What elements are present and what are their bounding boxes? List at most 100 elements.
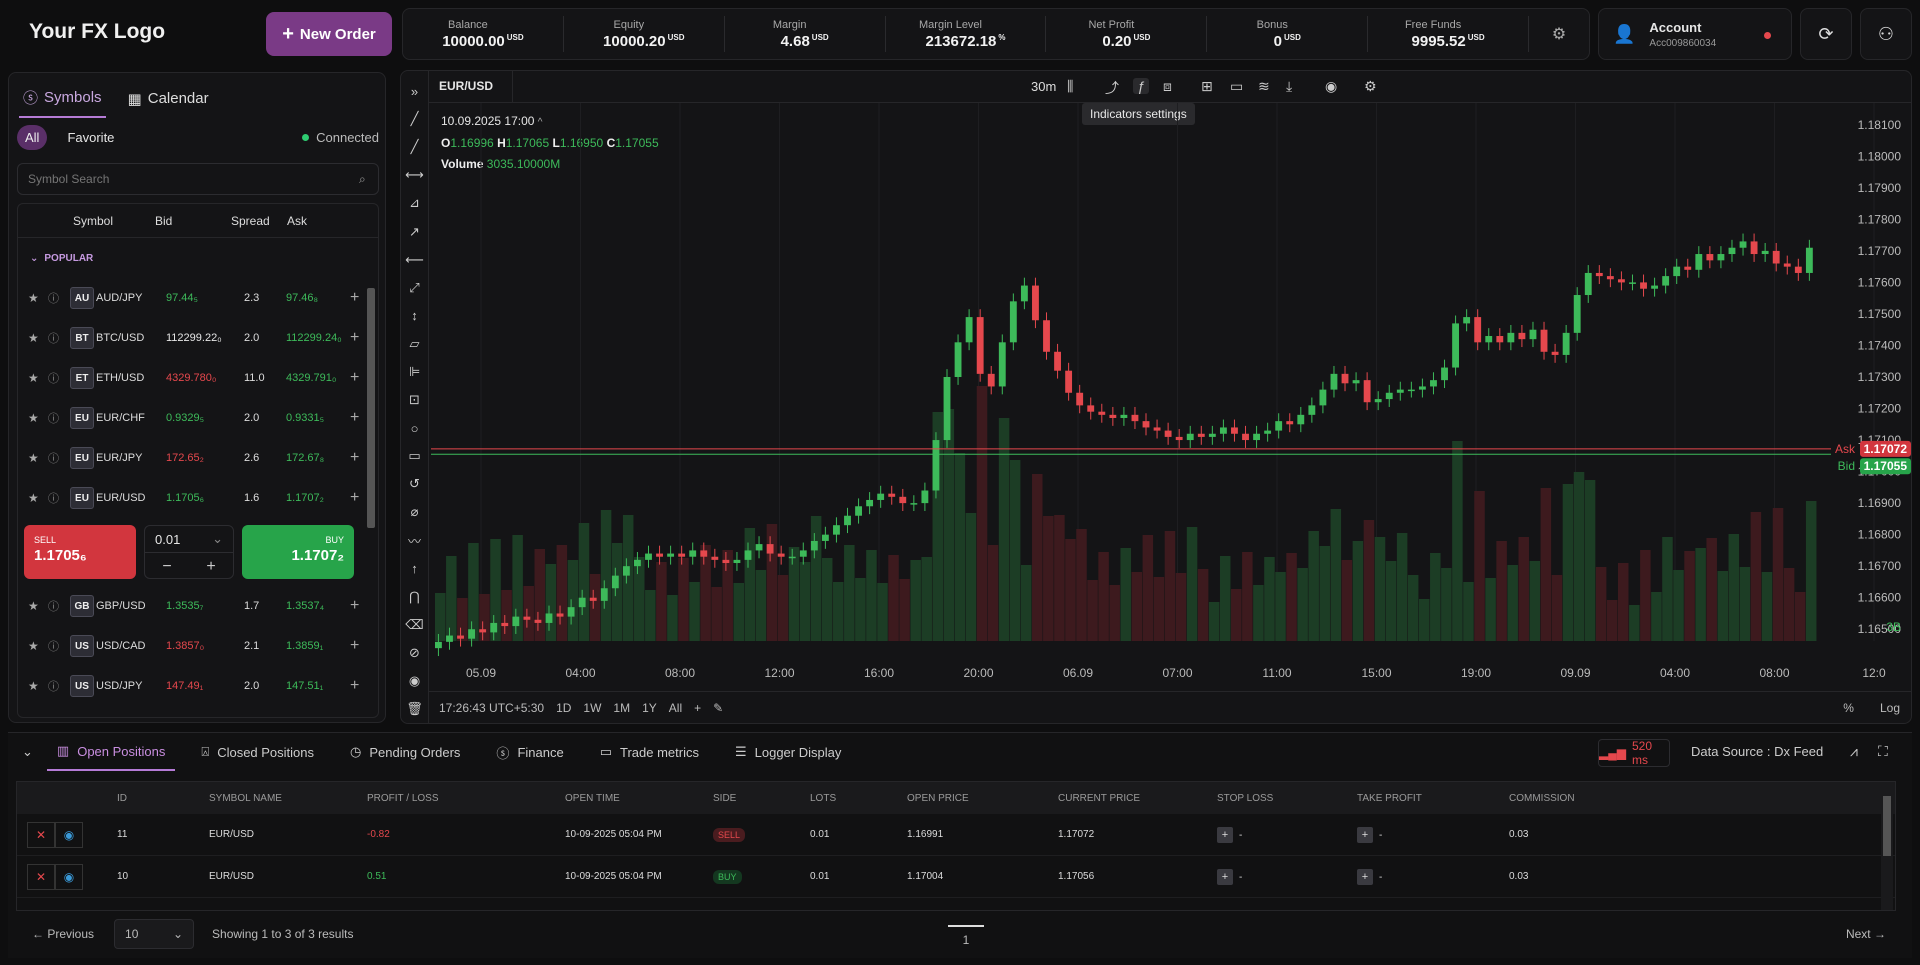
star-icon[interactable]: ★ (28, 491, 39, 505)
star-icon[interactable]: ★ (28, 331, 39, 345)
add-take-profit-icon[interactable]: + (1357, 826, 1373, 843)
info-icon[interactable]: ⓘ (48, 413, 59, 425)
add-stop-loss-icon[interactable]: + (1217, 826, 1233, 843)
add-stop-loss-icon[interactable]: + (1217, 868, 1233, 885)
filter-all[interactable]: All (17, 125, 48, 150)
previous-button[interactable]: ← Previous (32, 927, 95, 941)
ellipse-icon[interactable]: ○ (410, 420, 419, 436)
add-icon[interactable]: + (350, 677, 360, 694)
extended-line-icon[interactable]: ⤢ (409, 279, 420, 295)
chart-settings-icon[interactable]: ⚙ (1364, 78, 1377, 94)
info-icon[interactable]: ⓘ (48, 373, 59, 385)
symbol-row[interactable]: ★ ⓘ ET ETH/USD 4329.780₀ 11.0 4329.791₀ … (18, 358, 378, 398)
symbol-row[interactable]: ★ ⓘ GB GBP/USD 1.3535₇ 1.7 1.3537₄ + (18, 586, 378, 626)
range-all[interactable]: All (668, 700, 683, 715)
vertical-line-icon[interactable]: ↕ (411, 308, 418, 324)
tab-calendar[interactable]: ▦ Calendar (127, 90, 209, 108)
timeframe-selector[interactable]: 30m (1031, 79, 1057, 94)
refresh-button[interactable]: ⟳ (1800, 8, 1852, 60)
tab-closed-positions[interactable]: ⍓ Closed Positions (201, 744, 315, 760)
layers-icon[interactable]: ≋ (1258, 78, 1270, 94)
expand-tools-icon[interactable]: » (410, 83, 419, 99)
buy-button[interactable]: BUY 1.1707₂ (242, 525, 354, 579)
info-icon[interactable]: ⓘ (48, 293, 59, 305)
info-icon[interactable]: ⓘ (48, 493, 59, 505)
eye-icon[interactable]: ◉ (408, 673, 421, 689)
info-icon[interactable]: ⓘ (48, 601, 59, 613)
symbol-row[interactable]: ★ ⓘ EU EUR/CHF 0.9329₅ 2.0 0.9331₅ + (18, 398, 378, 438)
folder-icon[interactable]: ▭ (1230, 78, 1244, 94)
view-position-button[interactable]: ◉ (55, 863, 83, 890)
percent-toggle[interactable]: % (1843, 700, 1854, 715)
path-icon[interactable]: 〰 (407, 534, 421, 550)
info-icon[interactable]: ⓘ (48, 453, 59, 465)
add-icon[interactable]: + (350, 597, 360, 614)
symbol-row[interactable]: ★ ⓘ US USD/CAD 1.3857₀ 2.1 1.3859₁ + (18, 626, 378, 666)
arrow-icon[interactable]: ↗ (409, 223, 420, 239)
magnet-icon[interactable]: ⋂ (409, 588, 420, 604)
add-icon[interactable]: + (350, 369, 360, 386)
chart-toggle-icon[interactable]: ⩘ (1850, 743, 1858, 759)
symbol-row[interactable]: ★ ⓘ EU EUR/USD 1.1705₆ 1.6 1.1707₂ + (18, 478, 378, 518)
symbol-row[interactable]: ★ ⓘ BT BTC/USD 112299.22₀ 2.0 112299.24₀… (18, 318, 378, 358)
trash-icon[interactable]: 🗑 (406, 701, 423, 717)
tab-open-positions[interactable]: ▥ Open Positions (46, 733, 176, 771)
take-profit-cell[interactable]: + - (1357, 826, 1382, 843)
user-settings-button[interactable]: ⚇ (1860, 8, 1912, 60)
tab-trade-metrics[interactable]: ▭ Trade metrics (599, 744, 699, 760)
trendline-icon[interactable]: ╱ (410, 111, 419, 127)
add-icon[interactable]: + (350, 637, 360, 654)
symbol-search-input[interactable] (17, 163, 379, 195)
channel-icon[interactable]: ⊿ (409, 195, 420, 211)
take-profit-cell[interactable]: + - (1357, 868, 1382, 885)
ray-icon[interactable]: ╱ (410, 139, 419, 155)
symbols-scrollbar[interactable] (365, 278, 377, 717)
range-1d[interactable]: 1D (556, 700, 572, 715)
add-range-icon[interactable]: + (694, 700, 702, 715)
lot-minus-button[interactable]: − (162, 557, 172, 575)
next-button[interactable]: Next → (1845, 927, 1886, 941)
compare-icon[interactable]: ⤴ (1105, 80, 1119, 96)
add-icon[interactable]: + (350, 289, 360, 306)
layout-icon[interactable]: ⊞ (1201, 78, 1213, 94)
link-icon[interactable]: ⊘ (409, 644, 420, 660)
collapse-chevron-icon[interactable]: ⌄ (22, 744, 33, 759)
arc-icon[interactable]: ↺ (409, 476, 420, 492)
expand-icon[interactable]: ⛶ (1878, 743, 1888, 759)
info-icon[interactable]: ⓘ (48, 681, 59, 693)
star-icon[interactable]: ★ (28, 291, 39, 305)
sell-button[interactable]: SELL 1.1705₆ (24, 525, 136, 579)
rectangle-icon[interactable]: ▭ (408, 448, 421, 464)
star-icon[interactable]: ★ (28, 451, 39, 465)
per-page-select[interactable]: 10 ⌄ (114, 919, 195, 949)
parallelogram-icon[interactable]: ▱ (409, 335, 420, 351)
close-position-button[interactable]: ✕ (27, 821, 55, 848)
tab-symbols[interactable]: ⓢ Symbols (19, 83, 106, 118)
add-icon[interactable]: + (350, 409, 360, 426)
pencil-icon[interactable]: ✎ (713, 700, 724, 715)
range-1w[interactable]: 1W (583, 700, 602, 715)
stop-loss-cell[interactable]: + - (1217, 826, 1242, 843)
add-icon[interactable]: + (350, 449, 360, 466)
symbol-row[interactable]: ★ ⓘ EU EUR/JPY 172.65₂ 2.6 172.67₈ + (18, 438, 378, 478)
horizontal-ray-icon[interactable]: ⟵ (405, 251, 424, 267)
eraser-icon[interactable]: ⌫ (405, 616, 424, 632)
symbol-row[interactable]: ★ ⓘ AU AUD/JPY 97.44₅ 2.3 97.46₈ + (18, 278, 378, 318)
add-icon[interactable]: + (350, 489, 360, 506)
star-icon[interactable]: ★ (28, 599, 39, 613)
brush-icon[interactable]: ⌀ (410, 504, 419, 520)
positions-scrollbar[interactable] (1881, 782, 1893, 910)
lot-plus-button[interactable]: + (206, 557, 216, 575)
gear-icon[interactable]: ⚙ (1551, 26, 1567, 43)
range-1y[interactable]: 1Y (642, 700, 657, 715)
price-chart[interactable]: 05.09 04:00 08:00 12:00 16:00 20:00 06.09 07:00… (431, 103, 1911, 691)
close-position-button[interactable]: ✕ (27, 863, 55, 890)
info-icon[interactable]: ⓘ (48, 333, 59, 345)
tab-pending-orders[interactable]: ◷ Pending Orders (350, 744, 461, 760)
star-icon[interactable]: ★ (28, 371, 39, 385)
range-1m[interactable]: 1M (613, 700, 631, 715)
fib-icon[interactable]: ⊫ (408, 363, 421, 379)
lot-stepper[interactable]: 0.01 ⌄ − + (144, 525, 234, 579)
star-icon[interactable]: ★ (28, 639, 39, 653)
new-order-button[interactable]: + New Order (266, 12, 392, 56)
